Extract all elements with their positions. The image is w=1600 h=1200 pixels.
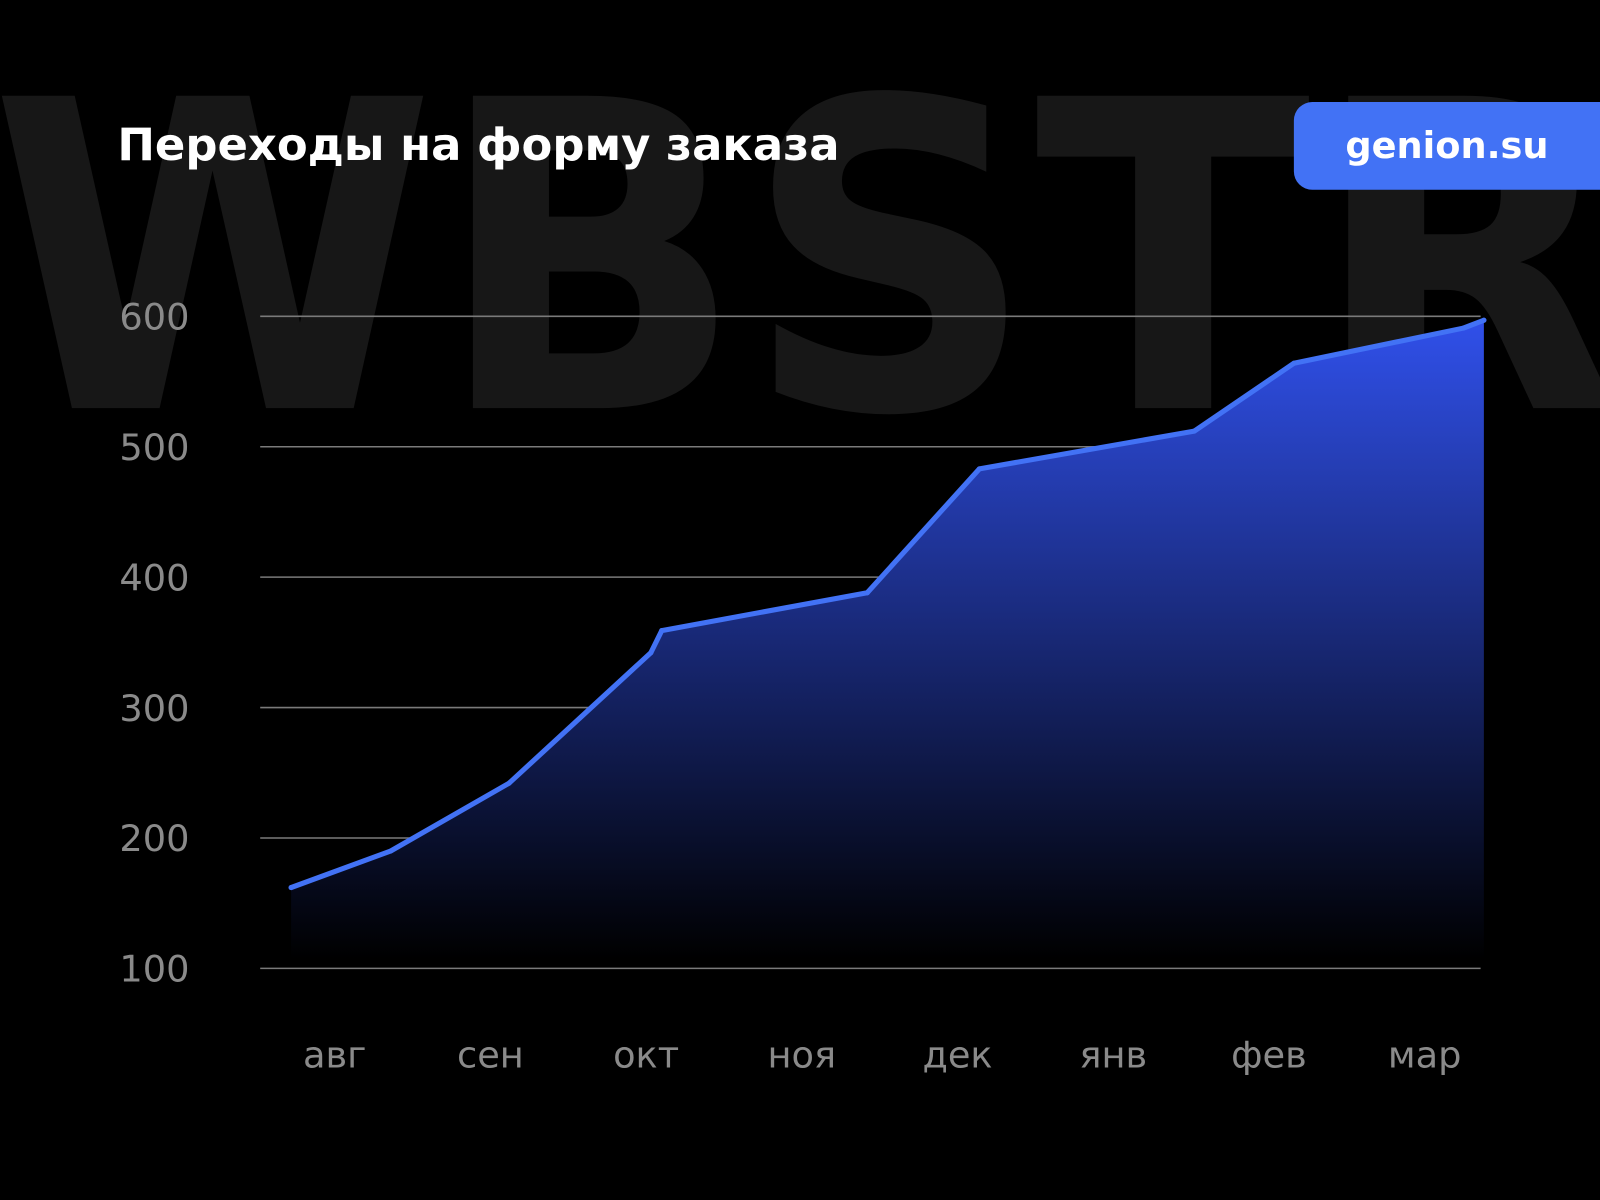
x-tick-label: дек: [922, 1033, 992, 1076]
y-tick-label: 200: [119, 817, 189, 860]
y-tick-label: 100: [119, 948, 189, 991]
data-point: [388, 848, 394, 854]
x-tick-label: сен: [457, 1033, 524, 1076]
area-fill: [291, 320, 1484, 960]
x-tick-label: мар: [1388, 1033, 1462, 1076]
data-point: [864, 590, 870, 596]
data-point: [659, 628, 665, 634]
data-point: [1461, 325, 1467, 331]
chart-title: Переходы на форму заказа: [117, 118, 839, 171]
data-point: [1481, 317, 1487, 323]
data-point: [1191, 428, 1197, 434]
data-point: [288, 884, 294, 891]
y-tick-label: 500: [119, 426, 189, 469]
data-point: [1291, 360, 1297, 366]
x-tick-label: авг: [303, 1033, 366, 1076]
data-point: [648, 650, 654, 656]
y-tick-label: 300: [119, 687, 189, 730]
y-tick-label: 600: [119, 296, 189, 339]
brand-badge[interactable]: genion.su: [1293, 102, 1600, 190]
x-tick-label: окт: [613, 1033, 679, 1076]
y-tick-label: 400: [119, 556, 189, 599]
data-point: [976, 466, 982, 472]
x-tick-label: ноя: [768, 1033, 837, 1076]
brand-label[interactable]: genion.su: [1345, 124, 1548, 167]
x-tick-label: янв: [1079, 1033, 1147, 1076]
x-tick-label: фев: [1231, 1033, 1307, 1076]
data-point: [506, 780, 512, 786]
